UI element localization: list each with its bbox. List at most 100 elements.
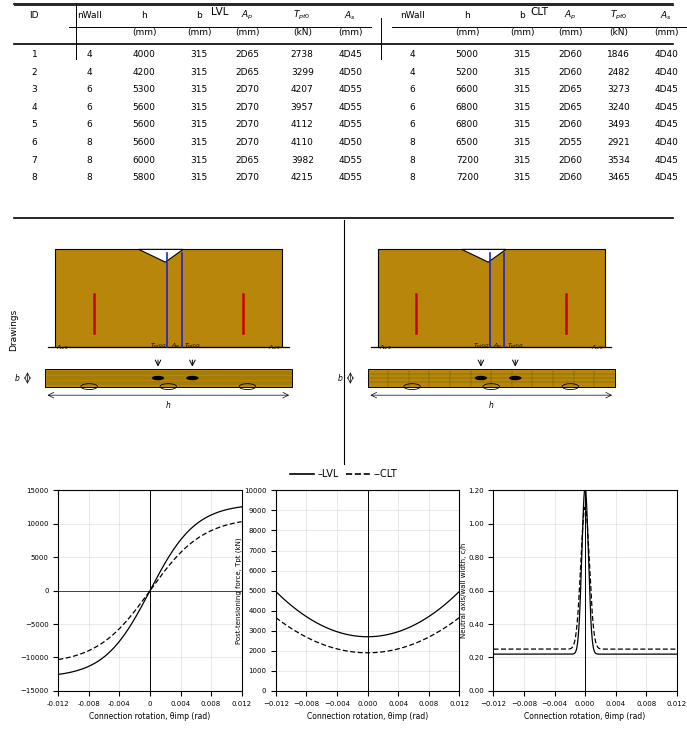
- Text: (mm): (mm): [235, 29, 260, 37]
- Legend: –LVL, --CLT: –LVL, --CLT: [286, 465, 401, 483]
- Text: 2D70: 2D70: [236, 121, 259, 129]
- Circle shape: [186, 376, 199, 380]
- Text: 3465: 3465: [607, 173, 630, 182]
- Text: 4D40: 4D40: [655, 50, 678, 59]
- Text: 315: 315: [513, 156, 531, 165]
- Text: (kN): (kN): [609, 29, 628, 37]
- Text: 8: 8: [87, 156, 92, 165]
- Text: 2921: 2921: [607, 138, 630, 147]
- Text: 4D45: 4D45: [655, 121, 678, 129]
- Text: (kN): (kN): [293, 29, 312, 37]
- Y-axis label: Post-tensioning force, Tpt (kN): Post-tensioning force, Tpt (kN): [236, 537, 243, 644]
- Text: $T_{pt0/2}$: $T_{pt0/2}$: [184, 342, 201, 352]
- Text: $A_{s/2}$: $A_{s/2}$: [379, 344, 391, 352]
- Text: 2D55: 2D55: [559, 138, 582, 147]
- Text: 5600: 5600: [133, 103, 156, 112]
- Text: 4D40: 4D40: [655, 138, 678, 147]
- Text: 3273: 3273: [607, 85, 630, 94]
- Text: 5600: 5600: [133, 138, 156, 147]
- X-axis label: Connection rotation, θimp (rad): Connection rotation, θimp (rad): [524, 712, 646, 721]
- Text: $A_{s/2}$: $A_{s/2}$: [592, 344, 604, 352]
- Text: h: h: [166, 401, 171, 410]
- Text: 4D55: 4D55: [339, 103, 362, 112]
- Circle shape: [509, 376, 521, 380]
- Text: 3493: 3493: [607, 121, 630, 129]
- Text: 4112: 4112: [291, 121, 314, 129]
- Text: 2D65: 2D65: [559, 85, 582, 94]
- Text: 4D45: 4D45: [655, 103, 678, 112]
- Text: 2D60: 2D60: [559, 68, 582, 76]
- Text: (mm): (mm): [455, 29, 480, 37]
- Text: 2D65: 2D65: [559, 103, 582, 112]
- Text: 4D55: 4D55: [339, 156, 362, 165]
- Text: 4D50: 4D50: [339, 68, 362, 76]
- Text: 2482: 2482: [607, 68, 629, 76]
- Text: $A_s$: $A_s$: [344, 9, 357, 21]
- Text: 2D65: 2D65: [236, 156, 259, 165]
- Text: (mm): (mm): [558, 29, 583, 37]
- Text: h: h: [142, 11, 147, 20]
- Text: 4: 4: [32, 103, 37, 112]
- Text: 315: 315: [513, 138, 531, 147]
- Circle shape: [152, 376, 164, 380]
- Text: 315: 315: [190, 68, 208, 76]
- Text: $A_p$: $A_p$: [493, 342, 503, 352]
- Text: 1846: 1846: [607, 50, 630, 59]
- Text: 6: 6: [87, 85, 92, 94]
- Text: 2D70: 2D70: [236, 85, 259, 94]
- Text: 4D45: 4D45: [339, 50, 362, 59]
- Text: 6: 6: [87, 121, 92, 129]
- Bar: [55, 249, 282, 348]
- Text: 4110: 4110: [291, 138, 314, 147]
- Text: $A_p$: $A_p$: [241, 9, 254, 22]
- Text: 5000: 5000: [455, 50, 479, 59]
- Text: (mm): (mm): [187, 29, 212, 37]
- Text: 4: 4: [409, 68, 415, 76]
- Text: 8: 8: [409, 138, 415, 147]
- Text: $A_p$: $A_p$: [170, 342, 180, 352]
- Text: 315: 315: [190, 156, 208, 165]
- Text: ID: ID: [30, 11, 39, 20]
- Text: 315: 315: [513, 103, 531, 112]
- X-axis label: Connection rotation, θimp (rad): Connection rotation, θimp (rad): [89, 712, 211, 721]
- Text: 4D55: 4D55: [339, 173, 362, 182]
- Text: 315: 315: [190, 121, 208, 129]
- Text: 6800: 6800: [455, 121, 479, 129]
- Text: $A_p$: $A_p$: [564, 9, 576, 22]
- Text: $A_s$: $A_s$: [660, 9, 673, 21]
- Text: 2: 2: [32, 68, 37, 76]
- Text: 5: 5: [32, 121, 37, 129]
- Text: 315: 315: [513, 121, 531, 129]
- Text: 315: 315: [190, 138, 208, 147]
- Text: 4: 4: [87, 68, 92, 76]
- Text: 8: 8: [409, 173, 415, 182]
- Text: 3534: 3534: [607, 156, 630, 165]
- Text: 4: 4: [409, 50, 415, 59]
- Text: 2D60: 2D60: [559, 156, 582, 165]
- Text: 5200: 5200: [455, 68, 479, 76]
- Text: (mm): (mm): [510, 29, 534, 37]
- Text: 315: 315: [513, 173, 531, 182]
- Text: 2D60: 2D60: [559, 50, 582, 59]
- Text: 2D70: 2D70: [236, 103, 259, 112]
- Text: 6600: 6600: [455, 85, 479, 94]
- Text: 6: 6: [87, 103, 92, 112]
- Text: 315: 315: [190, 103, 208, 112]
- Bar: [378, 249, 605, 348]
- Text: 3982: 3982: [291, 156, 314, 165]
- Text: (mm): (mm): [132, 29, 157, 37]
- Text: 8: 8: [32, 173, 37, 182]
- Text: 3957: 3957: [291, 103, 314, 112]
- Text: $T_{pt0/2}$: $T_{pt0/2}$: [473, 342, 489, 352]
- Text: 315: 315: [190, 173, 208, 182]
- Text: 315: 315: [190, 85, 208, 94]
- Text: 4D40: 4D40: [655, 68, 678, 76]
- Text: 4D55: 4D55: [339, 121, 362, 129]
- Text: $A_{s/2}$: $A_{s/2}$: [269, 344, 281, 352]
- Y-axis label: Neutral axis/wall width, c/h: Neutral axis/wall width, c/h: [461, 543, 466, 638]
- Text: b: b: [196, 11, 202, 20]
- Text: 6: 6: [409, 121, 415, 129]
- Text: 7200: 7200: [455, 156, 479, 165]
- Text: 2D60: 2D60: [559, 173, 582, 182]
- Text: 4D45: 4D45: [655, 85, 678, 94]
